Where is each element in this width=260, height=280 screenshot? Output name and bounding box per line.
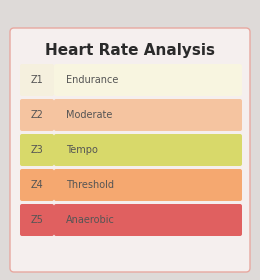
FancyBboxPatch shape (54, 169, 242, 201)
FancyBboxPatch shape (54, 64, 242, 96)
Text: Z2: Z2 (31, 110, 43, 120)
FancyBboxPatch shape (20, 64, 54, 96)
Text: Moderate: Moderate (66, 110, 112, 120)
FancyBboxPatch shape (20, 169, 54, 201)
Text: Heart Rate Analysis: Heart Rate Analysis (45, 43, 215, 57)
Text: Z1: Z1 (31, 75, 43, 85)
FancyBboxPatch shape (54, 134, 242, 166)
FancyBboxPatch shape (54, 204, 242, 236)
Text: Endurance: Endurance (66, 75, 118, 85)
Text: Z4: Z4 (31, 180, 43, 190)
Text: Tempo: Tempo (66, 145, 98, 155)
Text: Z3: Z3 (31, 145, 43, 155)
FancyBboxPatch shape (20, 204, 54, 236)
Text: Anaerobic: Anaerobic (66, 215, 115, 225)
FancyBboxPatch shape (20, 134, 54, 166)
FancyBboxPatch shape (20, 99, 54, 131)
Text: Z5: Z5 (31, 215, 43, 225)
Text: Threshold: Threshold (66, 180, 114, 190)
FancyBboxPatch shape (10, 28, 250, 272)
FancyBboxPatch shape (54, 99, 242, 131)
